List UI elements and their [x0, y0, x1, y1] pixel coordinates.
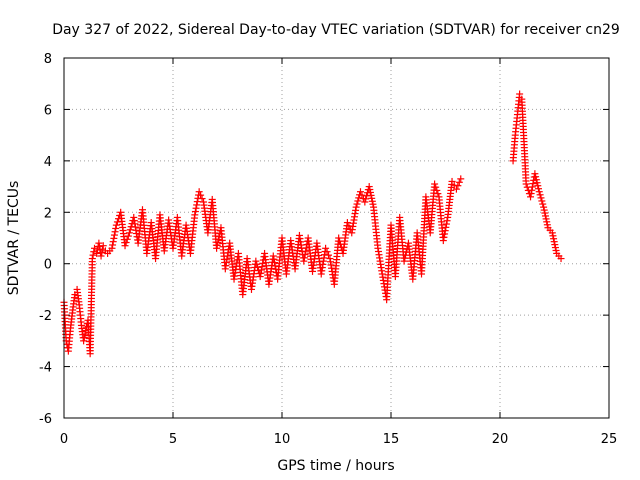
trace-segment	[89, 248, 98, 259]
trace-segment	[209, 198, 220, 249]
trace-segment	[63, 340, 72, 352]
trace-segment	[318, 248, 329, 275]
data-point	[356, 188, 364, 196]
trace-segment	[98, 245, 107, 257]
trace-segment	[454, 178, 463, 190]
y-tick-label: -4	[39, 361, 52, 376]
data-point	[361, 198, 369, 206]
trace-segment	[80, 330, 89, 341]
trace-segment	[532, 173, 543, 193]
trace-segment	[187, 214, 198, 254]
trace-segment	[555, 252, 563, 260]
trace-segment	[366, 186, 377, 208]
data-point	[365, 183, 373, 191]
trace-segment	[197, 191, 206, 203]
data-point	[452, 185, 460, 193]
x-axis-label: GPS time / hours	[277, 458, 394, 474]
y-axis-label: SDTVAR / TECUs	[6, 181, 22, 296]
trace-segment	[370, 206, 382, 249]
trace-segment	[440, 217, 451, 241]
trace-segment	[86, 258, 96, 355]
trace-segment	[444, 180, 456, 218]
data-points	[60, 90, 565, 358]
chart-title: Day 327 of 2022, Sidereal Day-to-day VTE…	[52, 22, 620, 38]
trace-segment	[518, 98, 530, 185]
trace-segment	[540, 206, 551, 229]
x-tick-label: 20	[492, 432, 509, 447]
trace-segment	[76, 304, 85, 326]
data-point	[256, 273, 264, 281]
y-tick-label: 6	[44, 103, 52, 118]
y-tick-label: 0	[44, 258, 52, 273]
data-point	[457, 175, 465, 183]
data-point	[99, 242, 107, 250]
data-point	[108, 244, 116, 252]
trace-segment	[549, 232, 560, 254]
trace-segment	[74, 289, 83, 306]
plot-frame	[63, 57, 610, 419]
trace-segment	[109, 224, 120, 249]
x-tick-label: 15	[383, 432, 400, 447]
data-point	[535, 188, 543, 196]
trace-segment	[178, 224, 190, 257]
trace-segment	[122, 232, 132, 246]
trace-segment	[512, 114, 521, 136]
trace-segment	[546, 226, 554, 234]
trace-segment	[509, 134, 519, 162]
trace-segment	[374, 248, 386, 275]
x-tick-label: 5	[169, 432, 177, 447]
trace-segment	[69, 294, 78, 311]
axis-ticks: 0 5 10 15 20 25 -6 -4 -2 0 2 4 6 8	[39, 52, 617, 447]
x-tick-label: 0	[60, 432, 68, 447]
trace-segment	[536, 191, 547, 208]
x-tick-label: 25	[601, 432, 618, 447]
trace-segment	[339, 222, 351, 254]
y-tick-label: 8	[44, 52, 52, 67]
data-point	[112, 221, 120, 229]
data-point	[195, 188, 203, 196]
x-tick-label: 10	[274, 432, 291, 447]
trace-segment	[427, 183, 438, 234]
trace-segment	[432, 183, 442, 198]
y-tick-label: 4	[44, 155, 52, 170]
trace-segment	[67, 309, 76, 329]
data-point	[527, 193, 535, 201]
y-tick-label: 2	[44, 206, 52, 221]
data-point	[125, 229, 133, 237]
trace-segment	[323, 248, 333, 259]
y-tick-label: -6	[39, 412, 52, 427]
trace-segment	[348, 206, 360, 234]
trace-segment	[65, 327, 74, 352]
data-point	[531, 170, 539, 178]
data-point	[540, 203, 548, 211]
y-tick-label: -2	[39, 309, 52, 324]
